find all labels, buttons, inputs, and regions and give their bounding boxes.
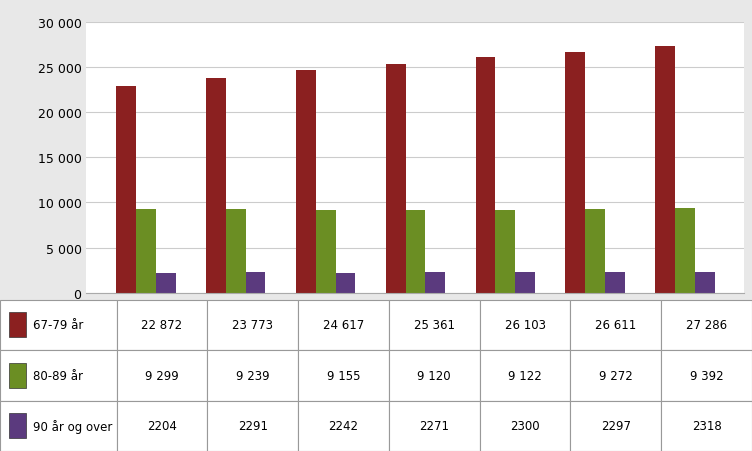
Text: 23 773: 23 773 (232, 318, 273, 331)
Text: 27 286: 27 286 (686, 318, 727, 331)
Text: 2242: 2242 (329, 419, 359, 433)
Text: 9 120: 9 120 (417, 369, 451, 382)
Bar (405, 211, 426, 293)
Bar (0, 400, 117, 451)
Bar (566, 53, 585, 293)
Bar (0, 300, 117, 350)
Text: 2300: 2300 (511, 419, 540, 433)
Bar (136, 209, 156, 293)
Text: 9 239: 9 239 (236, 369, 269, 382)
Text: 2204: 2204 (147, 419, 177, 433)
Bar (9, 313, 26, 338)
Bar (386, 64, 405, 293)
Bar (571, 350, 661, 400)
Bar (496, 211, 515, 293)
Bar (661, 300, 752, 350)
Bar (117, 400, 208, 451)
Bar (0, 350, 117, 400)
Bar (298, 300, 389, 350)
Text: 67-79 år: 67-79 år (33, 318, 83, 331)
Text: 80-89 år: 80-89 år (33, 369, 83, 382)
Text: 24 617: 24 617 (323, 318, 364, 331)
Text: 90 år og over: 90 år og over (33, 419, 113, 433)
Text: 2291: 2291 (238, 419, 268, 433)
Bar (515, 272, 535, 293)
Bar (246, 272, 265, 293)
Bar (675, 208, 695, 293)
Bar (208, 400, 298, 451)
Text: 2271: 2271 (420, 419, 449, 433)
Bar (585, 210, 605, 293)
Bar (117, 87, 136, 293)
Bar (206, 79, 226, 293)
Bar (9, 413, 26, 438)
Bar (9, 363, 26, 388)
Text: 26 611: 26 611 (596, 318, 636, 331)
Bar (298, 400, 389, 451)
Bar (480, 300, 571, 350)
Bar (298, 350, 389, 400)
Bar (571, 300, 661, 350)
Bar (296, 71, 316, 293)
Bar (117, 300, 208, 350)
Bar (480, 400, 571, 451)
Bar (661, 350, 752, 400)
Bar (389, 350, 480, 400)
Text: 9 272: 9 272 (599, 369, 632, 382)
Bar (389, 300, 480, 350)
Bar (335, 273, 355, 293)
Bar (426, 273, 445, 293)
Bar (208, 300, 298, 350)
Text: 25 361: 25 361 (414, 318, 455, 331)
Bar (208, 350, 298, 400)
Bar (655, 47, 675, 293)
Text: 26 103: 26 103 (505, 318, 545, 331)
Bar (156, 273, 176, 293)
Text: 9 122: 9 122 (508, 369, 542, 382)
Bar (605, 272, 625, 293)
Bar (389, 400, 480, 451)
Text: 9 392: 9 392 (690, 369, 723, 382)
Bar (117, 350, 208, 400)
Bar (661, 400, 752, 451)
Bar (480, 350, 571, 400)
Text: 2318: 2318 (692, 419, 721, 433)
Bar (695, 272, 714, 293)
Bar (316, 211, 335, 293)
Text: 9 155: 9 155 (327, 369, 360, 382)
Bar (226, 210, 246, 293)
Text: 9 299: 9 299 (145, 369, 179, 382)
Text: 2297: 2297 (601, 419, 631, 433)
Text: 22 872: 22 872 (141, 318, 183, 331)
Bar (476, 58, 496, 293)
Bar (571, 400, 661, 451)
